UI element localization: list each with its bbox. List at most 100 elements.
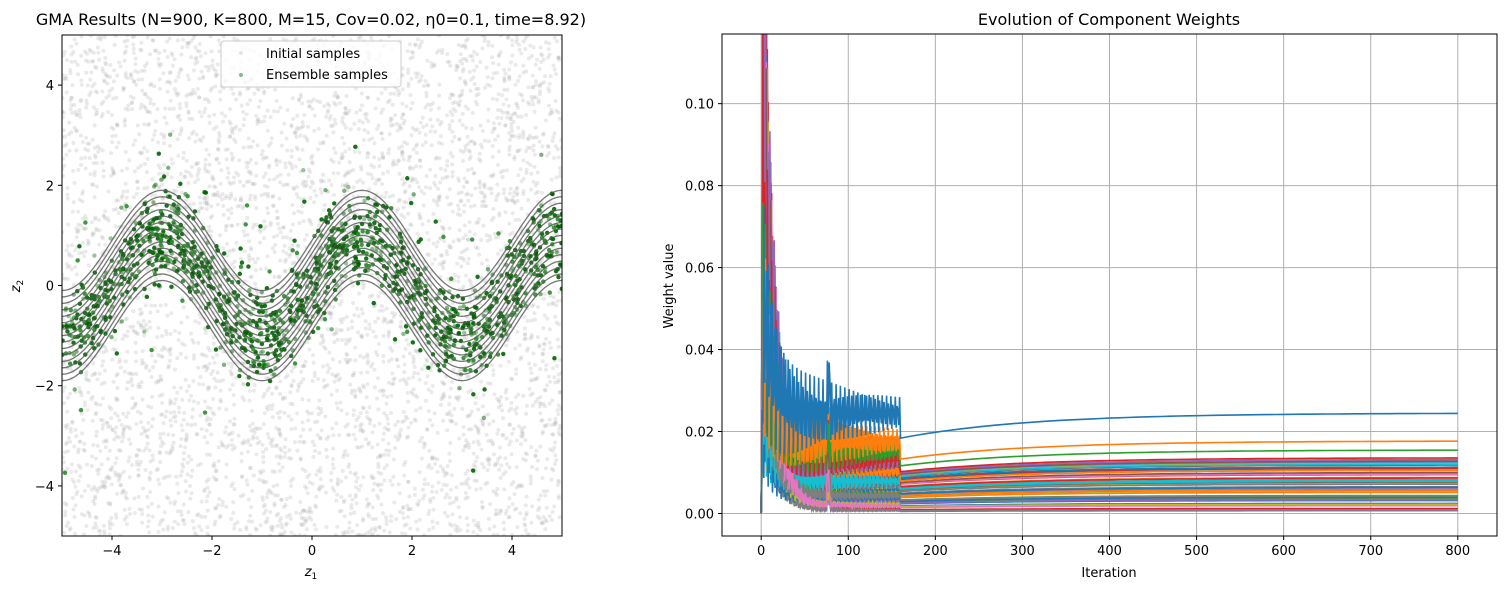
initial-sample-point <box>372 155 377 160</box>
initial-sample-point <box>350 497 355 502</box>
initial-sample-point <box>331 446 336 451</box>
initial-sample-point <box>540 429 545 434</box>
initial-sample-point <box>489 218 494 223</box>
initial-sample-point <box>423 363 428 368</box>
initial-sample-point <box>296 384 301 389</box>
initial-sample-point <box>530 85 535 90</box>
initial-sample-point <box>466 476 471 481</box>
initial-sample-point <box>433 174 438 179</box>
initial-sample-point <box>274 159 279 164</box>
initial-sample-point <box>551 135 556 140</box>
initial-sample-point <box>387 147 392 152</box>
initial-sample-point <box>439 397 444 402</box>
initial-sample-point <box>241 229 246 234</box>
initial-sample-point <box>122 39 127 44</box>
initial-sample-point <box>121 189 126 194</box>
initial-sample-point <box>469 409 474 414</box>
initial-sample-point <box>353 345 358 350</box>
initial-sample-point <box>148 325 153 330</box>
initial-sample-point <box>209 432 214 437</box>
initial-sample-point <box>512 507 517 512</box>
initial-sample-point <box>307 347 312 352</box>
initial-sample-point <box>498 395 503 400</box>
initial-sample-point <box>429 143 434 148</box>
initial-sample-point <box>102 485 107 490</box>
initial-sample-point <box>466 107 471 112</box>
initial-sample-point <box>327 178 332 183</box>
initial-sample-point <box>64 442 69 447</box>
initial-sample-point <box>373 181 378 186</box>
initial-sample-point <box>226 147 231 152</box>
initial-sample-point <box>318 407 323 412</box>
initial-sample-point <box>475 246 480 251</box>
initial-sample-point <box>164 328 169 333</box>
initial-sample-point <box>210 174 215 179</box>
initial-sample-point <box>493 462 498 467</box>
initial-sample-point <box>327 350 332 355</box>
initial-sample-point <box>269 524 274 529</box>
initial-sample-point <box>260 442 265 447</box>
initial-sample-point <box>448 109 453 114</box>
initial-sample-point <box>128 511 133 516</box>
initial-sample-point <box>229 517 234 522</box>
initial-sample-point <box>73 503 78 508</box>
initial-sample-point <box>144 446 149 451</box>
initial-sample-point <box>275 209 280 214</box>
initial-sample-point <box>255 118 260 123</box>
initial-sample-point <box>228 431 233 436</box>
initial-sample-point <box>64 502 69 507</box>
initial-sample-point <box>219 440 224 445</box>
initial-sample-point <box>193 139 198 144</box>
initial-sample-point <box>122 51 127 56</box>
initial-sample-point <box>195 173 200 178</box>
initial-sample-point <box>401 377 406 382</box>
initial-sample-point <box>325 454 330 459</box>
initial-sample-point <box>376 407 381 412</box>
initial-sample-point <box>254 161 259 166</box>
initial-sample-point <box>192 68 197 73</box>
initial-sample-point <box>217 134 222 139</box>
initial-sample-point <box>196 401 201 406</box>
initial-sample-point <box>520 429 525 434</box>
initial-sample-point <box>181 155 186 160</box>
initial-sample-point <box>180 45 185 50</box>
initial-sample-point <box>262 183 267 188</box>
initial-sample-point <box>559 371 562 376</box>
initial-sample-point <box>77 389 82 394</box>
initial-sample-point <box>535 514 540 519</box>
initial-sample-point <box>503 71 508 76</box>
initial-sample-point <box>93 215 98 220</box>
initial-sample-point <box>490 43 495 48</box>
initial-sample-point <box>76 447 81 452</box>
initial-sample-point <box>504 508 509 513</box>
initial-sample-point <box>441 225 446 230</box>
initial-sample-point <box>162 48 167 53</box>
initial-sample-point <box>84 105 89 110</box>
initial-sample-point <box>381 511 386 516</box>
initial-sample-point <box>448 386 453 391</box>
initial-sample-point <box>263 224 268 229</box>
initial-sample-point <box>312 128 317 133</box>
initial-sample-point <box>321 207 326 212</box>
initial-sample-point <box>224 407 229 412</box>
initial-sample-point <box>333 121 338 126</box>
initial-sample-point <box>91 231 96 236</box>
initial-sample-point <box>157 482 162 487</box>
initial-sample-point <box>265 108 270 113</box>
initial-sample-point <box>448 151 453 156</box>
initial-sample-point <box>145 157 150 162</box>
initial-sample-point <box>441 381 446 386</box>
initial-sample-point <box>270 415 275 420</box>
initial-sample-point <box>548 379 553 384</box>
initial-sample-point <box>302 184 307 189</box>
initial-sample-point <box>462 248 467 253</box>
initial-sample-point <box>552 35 557 40</box>
initial-sample-point <box>187 41 192 46</box>
initial-sample-point <box>143 428 148 433</box>
initial-sample-point <box>74 272 79 277</box>
initial-sample-point <box>465 468 470 473</box>
initial-sample-point <box>381 437 386 442</box>
initial-sample-point <box>448 418 453 423</box>
initial-sample-point <box>449 245 454 250</box>
initial-sample-point <box>456 279 461 284</box>
